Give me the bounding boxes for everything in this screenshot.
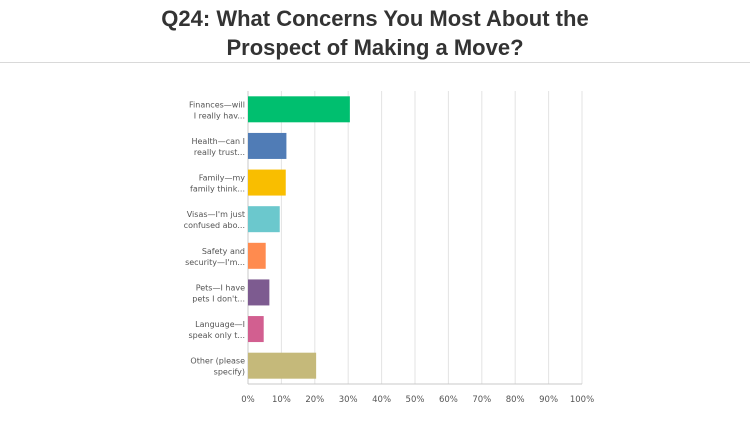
category-label: Health—can I really trust... (191, 137, 245, 157)
category-label-line: confused abo... (184, 221, 245, 230)
category-label-line: Pets—I have (196, 283, 245, 292)
category-label: Family—my family think... (190, 174, 245, 194)
x-tick-label: 90% (539, 395, 558, 405)
category-label-line: Language—I (195, 320, 245, 329)
x-tick-label: 40% (372, 395, 391, 405)
bar (248, 206, 280, 233)
category-label: Safety and security—I'm... (185, 247, 245, 267)
bar (248, 96, 350, 123)
category-label-line: Health—can I (191, 137, 245, 146)
category-label-line: speak only t... (189, 331, 245, 340)
bar (248, 242, 266, 269)
category-label: Other (please specify) (190, 357, 245, 377)
category-label-line: Family—my (199, 174, 246, 183)
bar (248, 316, 264, 343)
category-label-line: family think... (190, 185, 245, 194)
title-divider (0, 62, 750, 63)
category-label: Pets—I have pets I don't... (192, 283, 245, 303)
category-label: Finances—will I really hav... (189, 100, 245, 120)
x-tick-label: 70% (472, 395, 491, 405)
x-tick-label: 60% (439, 395, 458, 405)
x-tick-label: 80% (506, 395, 525, 405)
x-tick-label: 50% (406, 395, 425, 405)
x-tick-label: 20% (305, 395, 324, 405)
category-label-line: I really hav... (194, 111, 245, 120)
category-label: Visas—I'm just confused abo... (184, 210, 245, 230)
bar (248, 169, 286, 196)
category-label-line: Finances—will (189, 100, 245, 109)
x-tick-label: 30% (339, 395, 358, 405)
bar (248, 132, 287, 159)
category-label-line: Visas—I'm just (187, 210, 245, 219)
category-label-line: security—I'm... (185, 258, 245, 267)
category-label-line: Safety and (202, 247, 245, 256)
x-tick-label: 100% (570, 395, 594, 405)
category-label-line: really trust... (194, 148, 245, 157)
x-tick-label: 10% (272, 395, 291, 405)
bar (248, 279, 270, 306)
chart-title: Q24: What Concerns You Most About the Pr… (161, 6, 589, 60)
category-label: Language—I speak only t... (189, 320, 245, 340)
category-label-line: Other (please (190, 357, 245, 366)
category-label-line: specify) (214, 368, 245, 377)
title-container: Q24: What Concerns You Most About the Pr… (0, 4, 750, 62)
category-label-line: pets I don't... (192, 294, 245, 303)
bar (248, 352, 317, 379)
x-tick-label: 0% (241, 395, 255, 405)
